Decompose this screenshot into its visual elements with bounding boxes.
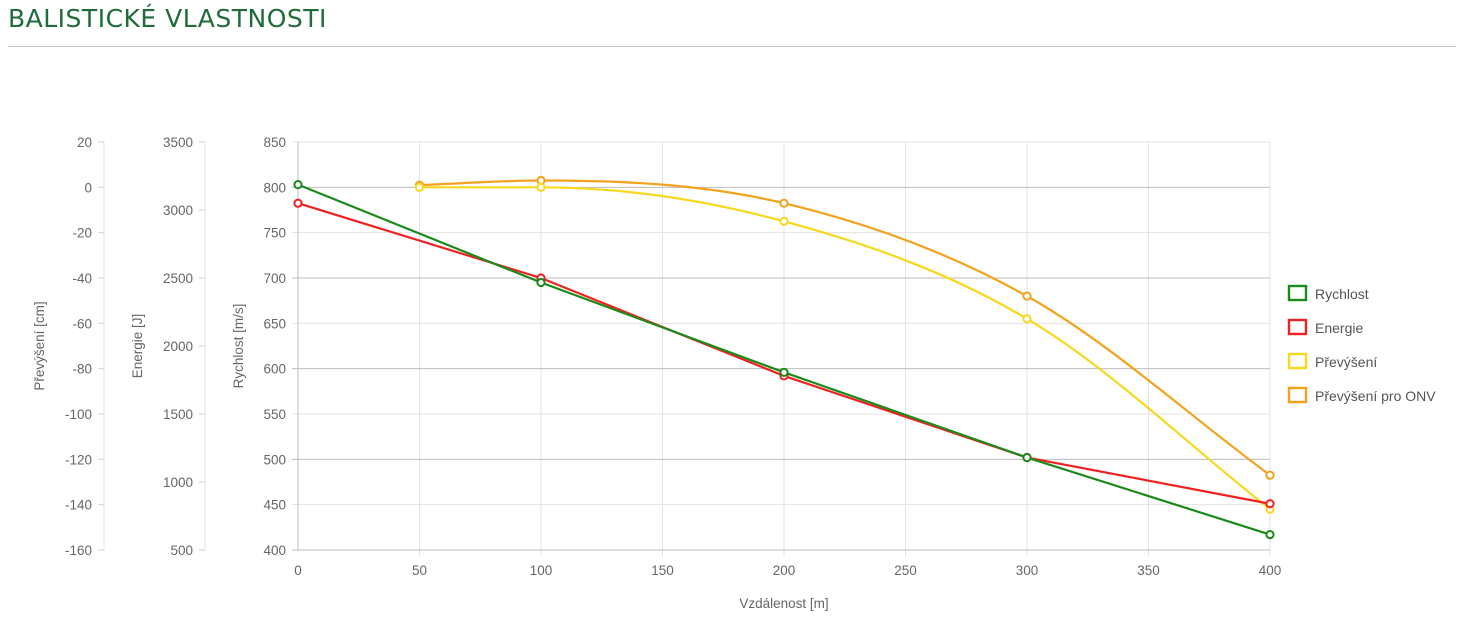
- legend-swatch: [1287, 318, 1308, 336]
- x-tick-label: 300: [1016, 563, 1039, 578]
- legend-item[interactable]: Energie: [1287, 318, 1363, 336]
- rychlost-tick-label: 550: [263, 407, 286, 422]
- grid: [292, 141, 1271, 556]
- prevyseni-tick-label: -120: [65, 452, 92, 467]
- energie-tick-label: 3500: [163, 135, 193, 150]
- series-line-prevyseni-pro-onv: [419, 179, 1271, 477]
- prevyseni-tick-label: -100: [65, 407, 92, 422]
- rychlost-axis-title: Rychlost [m/s]: [231, 304, 246, 389]
- energie-tick-label: 3000: [163, 203, 193, 218]
- rychlost-tick-label: 450: [263, 498, 286, 513]
- prevyseni-tick-label: 20: [77, 135, 92, 150]
- data-point-rychlost[interactable]: [293, 180, 303, 190]
- legend-label: Rychlost: [1315, 286, 1369, 302]
- prevyseni-tick-label: -40: [72, 271, 92, 286]
- data-point-energie[interactable]: [293, 198, 303, 208]
- rychlost-tick-label: 600: [263, 362, 286, 377]
- x-tick-label: 50: [412, 563, 427, 578]
- data-point-rychlost[interactable]: [779, 367, 789, 377]
- data-point-prevyseni[interactable]: [536, 182, 546, 192]
- x-tick-label: 100: [530, 563, 553, 578]
- energie-tick-label: 2500: [163, 271, 193, 286]
- prevyseni-tick-label: -20: [72, 226, 92, 241]
- prevyseni-tick-label: -60: [72, 316, 92, 331]
- legend-label: Převýšení pro ONV: [1315, 388, 1436, 404]
- legend: Rychlost Energie Převýšení Převýšení pro ON…: [1287, 284, 1436, 404]
- rychlost-tick-label: 800: [263, 180, 286, 195]
- energie-axis-title: Energie [J]: [130, 314, 145, 379]
- data-point-energie[interactable]: [1265, 499, 1275, 509]
- legend-label: Převýšení: [1315, 354, 1377, 370]
- data-point-rychlost[interactable]: [536, 277, 546, 288]
- energie-tick-label: 2000: [163, 339, 193, 354]
- x-tick-label: 0: [294, 563, 302, 578]
- x-tick-label: 200: [773, 563, 796, 578]
- legend-item[interactable]: Převýšení pro ONV: [1287, 386, 1436, 404]
- energie-tick-label: 1000: [163, 475, 193, 490]
- x-tick-label: 350: [1137, 563, 1160, 578]
- series: [293, 175, 1275, 540]
- legend-item[interactable]: Převýšení: [1287, 352, 1377, 370]
- data-point-prevyseni[interactable]: [779, 216, 789, 226]
- legend-swatch: [1287, 386, 1308, 404]
- data-point-rychlost[interactable]: [1022, 452, 1032, 463]
- rychlost-tick-label: 750: [263, 226, 286, 241]
- data-point-prevyseni-pro-onv[interactable]: [1022, 291, 1032, 301]
- legend-label: Energie: [1315, 320, 1363, 336]
- prevyseni-tick-label: 0: [84, 180, 92, 195]
- energie-tick-label: 500: [170, 543, 193, 558]
- x-tick-label: 400: [1259, 563, 1282, 578]
- legend-item[interactable]: Rychlost: [1287, 284, 1369, 302]
- data-point-rychlost[interactable]: [1265, 529, 1275, 540]
- prevyseni-tick-label: -140: [65, 498, 92, 513]
- x-tick-label: 250: [894, 563, 917, 578]
- data-point-prevyseni-pro-onv[interactable]: [1265, 470, 1275, 480]
- data-point-prevyseni[interactable]: [414, 182, 425, 192]
- data-point-prevyseni[interactable]: [1022, 314, 1032, 324]
- axes: 0 50 100 150 200 250 300 350 4004004505005506006…: [32, 135, 1281, 611]
- data-point-prevyseni-pro-onv[interactable]: [779, 198, 789, 208]
- rychlost-tick-label: 500: [263, 452, 286, 467]
- x-axis-title: Vzdálenost [m]: [739, 596, 828, 611]
- rychlost-tick-label: 700: [263, 271, 286, 286]
- prevyseni-axis-title: Převýšení [cm]: [32, 301, 47, 390]
- prevyseni-tick-label: -80: [72, 362, 92, 377]
- prevyseni-tick-label: -160: [65, 543, 92, 558]
- legend-swatch: [1287, 352, 1308, 370]
- legend-swatch: [1287, 284, 1308, 302]
- page-title: BALISTICKÉ VLASTNOSTI: [8, 4, 327, 33]
- title-divider: [8, 46, 1456, 47]
- rychlost-tick-label: 400: [263, 543, 286, 558]
- series-line-prevyseni: [419, 186, 1271, 511]
- rychlost-tick-label: 650: [263, 316, 286, 331]
- rychlost-tick-label: 850: [263, 135, 286, 150]
- x-tick-label: 150: [651, 563, 674, 578]
- energie-tick-label: 1500: [163, 407, 193, 422]
